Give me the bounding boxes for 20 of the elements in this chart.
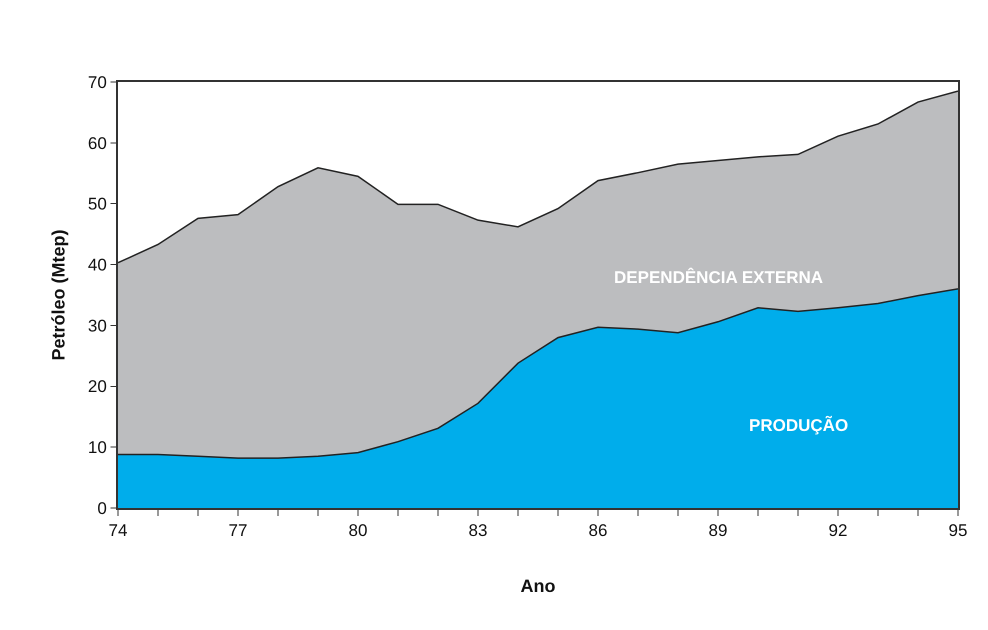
x-tick-label: 89 [708,521,728,540]
y-tick-label: 0 [97,498,107,518]
y-tick-label: 20 [88,377,107,396]
x-tick-label: 80 [348,521,368,540]
y-axis-title: Petróleo (Mtep) [48,229,69,361]
x-tick-label: 95 [948,521,968,540]
y-tick-label: 40 [88,256,107,275]
series-label: PRODUÇÃO [749,415,848,435]
y-tick-label: 70 [88,72,107,92]
x-axis-title: Ano [520,576,556,596]
y-tick-label: 30 [88,316,107,336]
y-tick-label: 50 [88,194,107,214]
x-tick-label: 86 [588,521,608,540]
x-tick-label: 77 [228,521,248,540]
series-label: DEPENDÊNCIA EXTERNA [614,267,824,287]
y-tick-label: 60 [88,134,107,153]
y-tick-label: 10 [88,438,107,458]
x-tick-label: 83 [468,521,488,540]
x-tick-label: 92 [828,521,848,540]
x-tick-label: 74 [108,521,128,540]
